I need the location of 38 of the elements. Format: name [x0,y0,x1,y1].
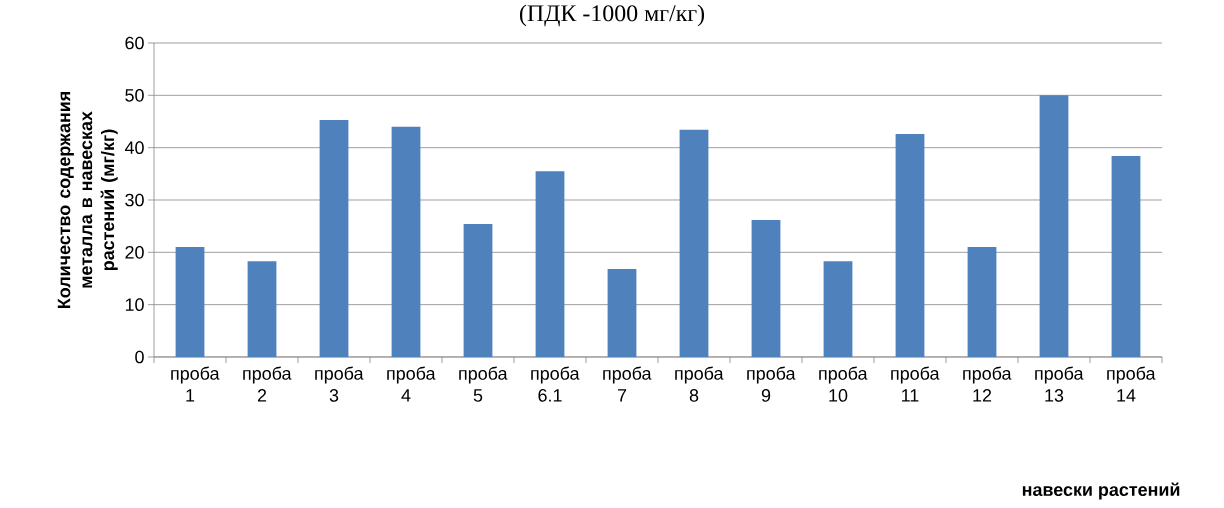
x-tick-label: проба 10 [819,366,868,402]
x-tick-label: проба 11 [891,366,940,402]
bar [967,247,997,357]
y-tick-label: 20 [125,245,144,259]
bar [391,126,421,357]
x-tick-label: проба 5 [459,366,508,402]
x-tick-label: проба 14 [1107,366,1156,402]
x-tick-label: проба 3 [315,366,364,402]
y-tick-label: 0 [135,350,144,364]
y-tick-label: 50 [125,88,144,102]
bar [751,219,781,357]
bar [895,134,925,357]
x-tick-label: проба 12 [963,366,1012,402]
y-tick-label: 60 [125,36,144,50]
y-axis-title: Количество содержания металла в навесках растений (мг/кг) [57,91,118,309]
bar [607,269,637,357]
x-tick-label: проба 13 [1035,366,1084,402]
bar [1039,95,1069,357]
x-tick-label: проба 9 [747,366,796,402]
bar [1111,156,1141,357]
bar [463,224,493,357]
bar [823,261,853,357]
x-tick-label: проба 1 [171,366,220,402]
chart-title: (ПДК -1000 мг/кг) [519,4,705,27]
bar [535,171,565,357]
x-tick-label: проба 7 [603,366,652,402]
bar [319,119,349,357]
y-tick-label: 40 [124,141,144,154]
bar [175,247,205,357]
y-tick-label: 30 [125,193,144,207]
y-tick-label: 10 [125,298,144,311]
x-tick-label: проба 6.1 [531,366,580,402]
bar [679,129,709,357]
x-tick-label: проба 8 [675,366,724,402]
bar [247,261,277,357]
x-tick-label: проба 2 [243,366,292,402]
x-axis-title: навески растений [1022,482,1180,500]
x-tick-label: проба 4 [387,366,436,402]
